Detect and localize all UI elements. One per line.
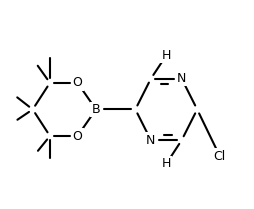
Text: Cl: Cl [213,150,225,163]
Text: B: B [91,103,100,116]
Text: H: H [161,49,170,62]
Text: N: N [146,134,155,147]
Text: O: O [72,76,82,89]
Text: N: N [176,72,186,85]
Text: H: H [161,157,170,170]
Text: O: O [72,130,82,143]
